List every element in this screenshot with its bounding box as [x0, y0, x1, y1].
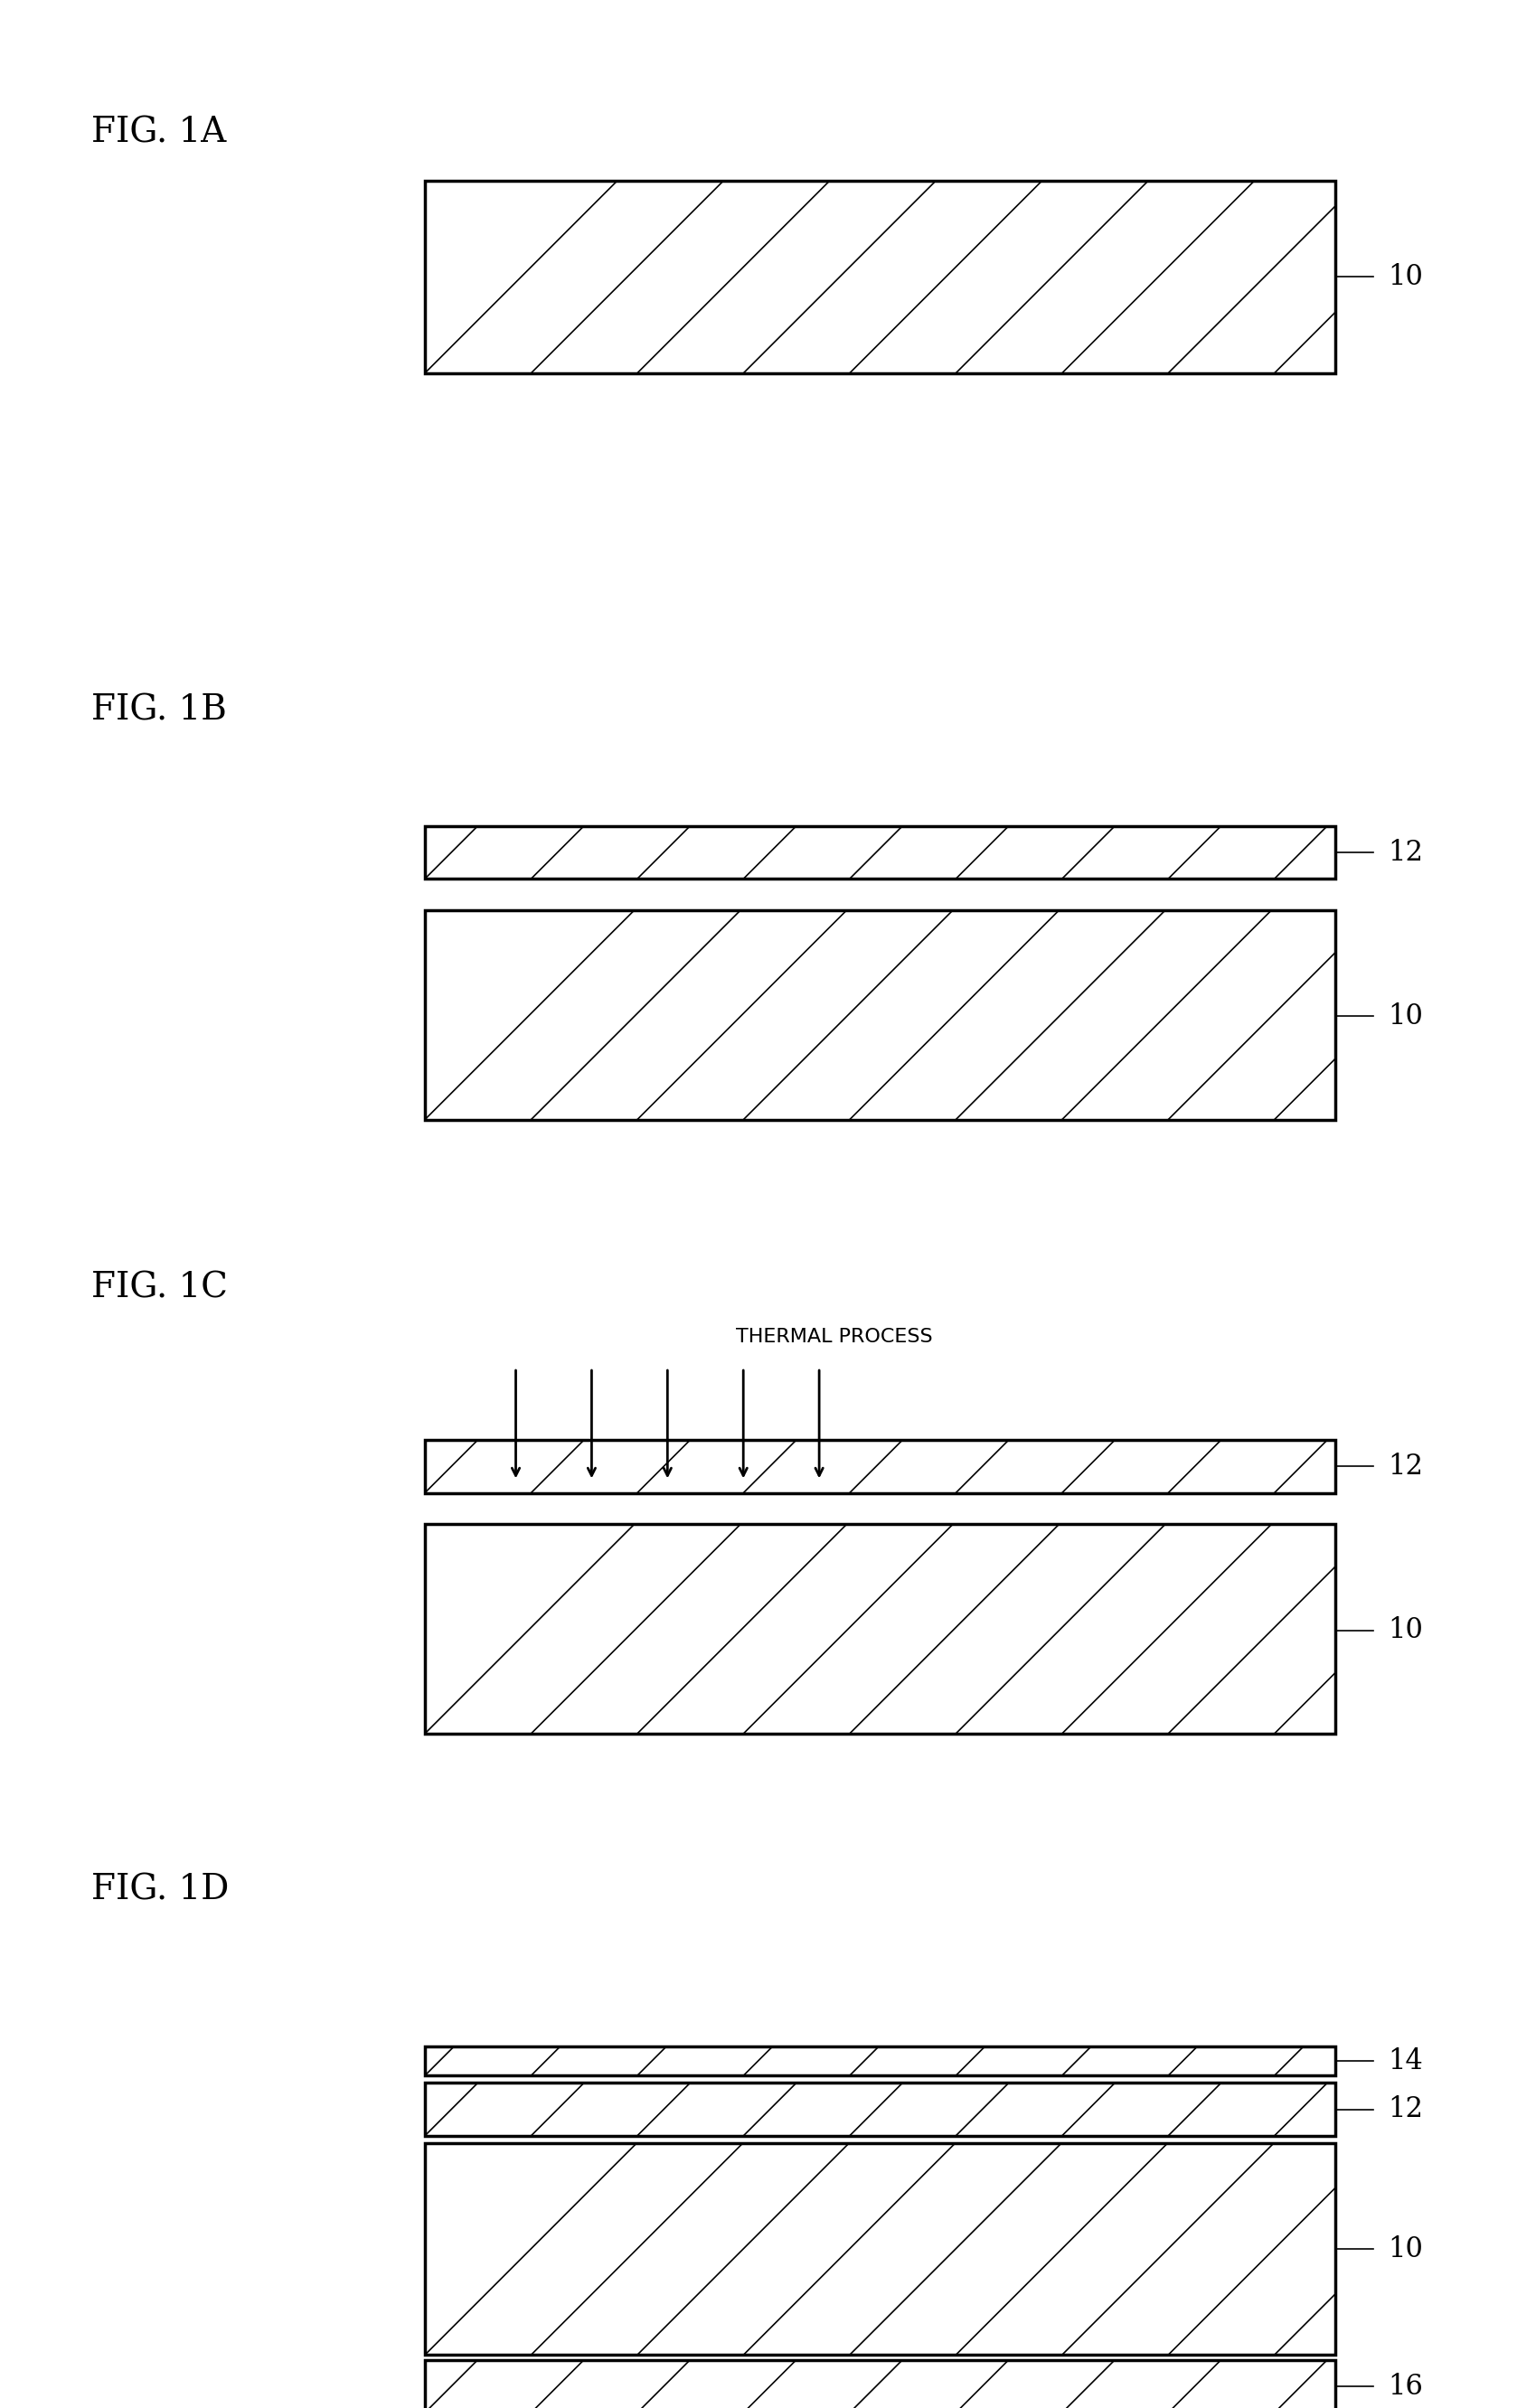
Text: 14: 14	[1388, 2047, 1423, 2076]
Text: 10: 10	[1388, 262, 1423, 291]
Text: 16: 16	[1388, 2372, 1423, 2401]
Text: FIG. 1B: FIG. 1B	[91, 694, 226, 727]
Text: 12: 12	[1388, 1452, 1423, 1481]
Bar	[425, 826, 1335, 879]
Text: 12: 12	[1388, 2095, 1423, 2124]
Bar	[425, 2360, 1335, 2408]
Text: 12: 12	[1388, 838, 1423, 867]
Bar	[425, 181, 1335, 373]
Text: 10: 10	[1388, 2235, 1423, 2264]
Bar	[425, 1440, 1335, 1493]
Text: 10: 10	[1388, 1616, 1423, 1645]
Text: FIG. 1A: FIG. 1A	[91, 116, 226, 149]
Bar	[425, 2083, 1335, 2136]
Bar	[425, 910, 1335, 1120]
Text: FIG. 1D: FIG. 1D	[91, 1873, 229, 1907]
Bar	[425, 1524, 1335, 1734]
Bar	[425, 2047, 1335, 2076]
Text: FIG. 1C: FIG. 1C	[91, 1271, 228, 1305]
Bar	[425, 2143, 1335, 2355]
Text: THERMAL PROCESS: THERMAL PROCESS	[736, 1327, 933, 1346]
Text: 10: 10	[1388, 1002, 1423, 1031]
